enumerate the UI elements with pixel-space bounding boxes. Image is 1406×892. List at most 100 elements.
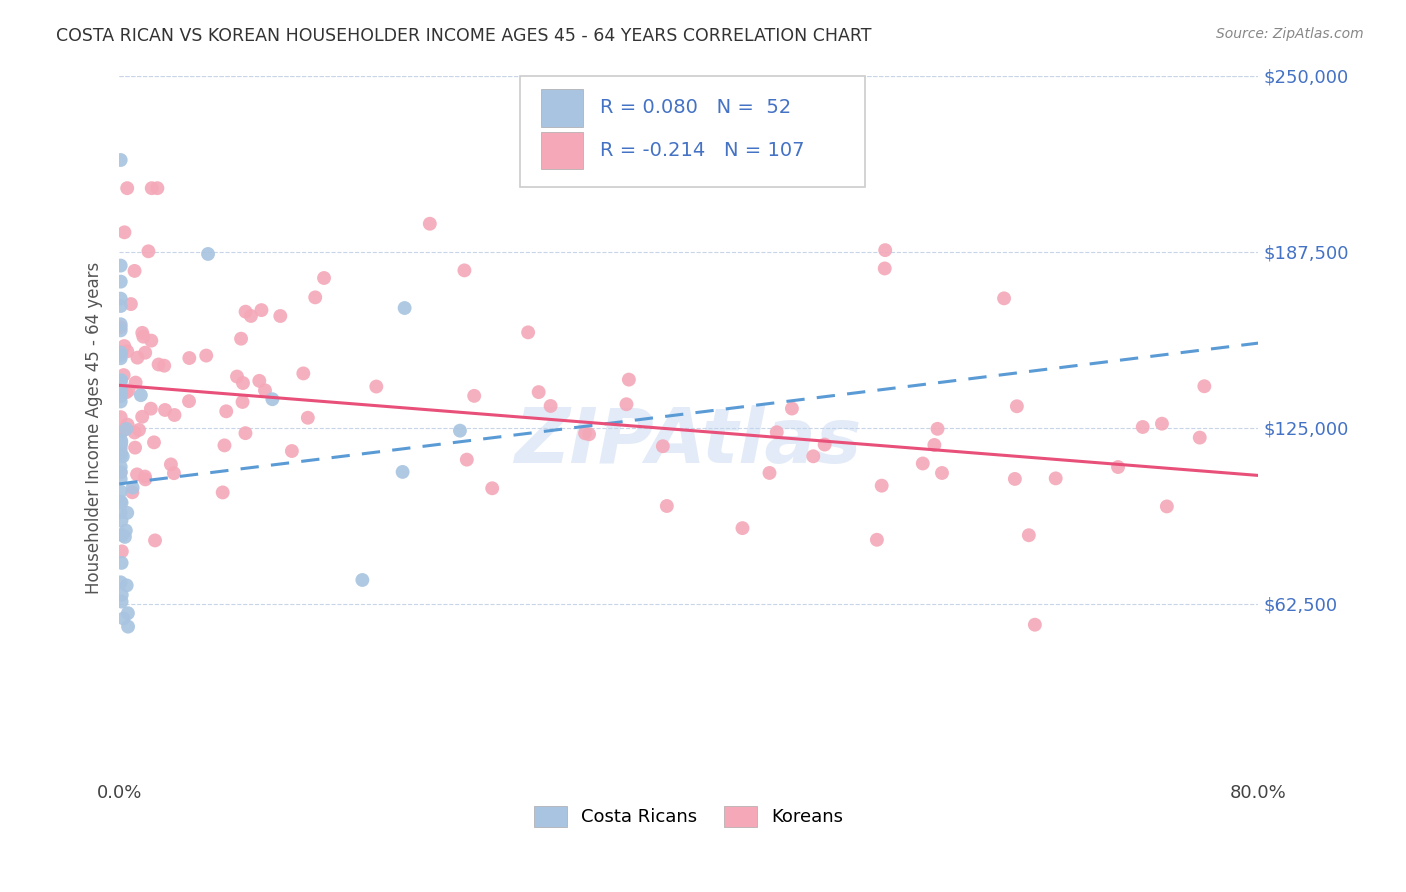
Point — [121, 485, 143, 500]
Point — [163, 408, 186, 422]
Point — [304, 290, 326, 304]
Point — [463, 389, 485, 403]
Point — [211, 485, 233, 500]
Point — [197, 247, 219, 261]
Point — [1150, 417, 1173, 431]
Point — [993, 291, 1015, 305]
Point — [870, 478, 893, 492]
Point — [153, 403, 176, 417]
Point — [134, 469, 156, 483]
Point — [578, 427, 600, 442]
Point — [1024, 617, 1046, 632]
Point — [112, 339, 135, 353]
Point — [111, 528, 134, 542]
Point — [292, 367, 315, 381]
Point — [143, 435, 166, 450]
Point — [731, 521, 754, 535]
Point — [112, 611, 135, 625]
Point — [1107, 460, 1129, 475]
Point — [235, 426, 257, 441]
Point — [131, 409, 153, 424]
Point — [110, 484, 132, 499]
Point — [163, 466, 186, 480]
Point — [110, 446, 132, 460]
Point — [143, 533, 166, 548]
Point — [1004, 472, 1026, 486]
Point — [574, 426, 596, 441]
Point — [110, 434, 132, 449]
Point — [312, 271, 335, 285]
Point — [765, 425, 787, 440]
Point — [780, 401, 803, 416]
Point — [131, 326, 153, 340]
Point — [146, 181, 169, 195]
Point — [758, 466, 780, 480]
Point — [115, 385, 138, 400]
Point — [110, 505, 132, 519]
Point — [177, 394, 200, 409]
Point — [1156, 500, 1178, 514]
Point — [801, 450, 824, 464]
Point — [110, 320, 132, 334]
Point — [239, 309, 262, 323]
Point — [160, 458, 183, 472]
Point — [651, 439, 673, 453]
Point — [214, 438, 236, 452]
Point — [127, 351, 149, 365]
Point — [120, 297, 142, 311]
Point — [115, 422, 138, 436]
Point — [121, 481, 143, 495]
Point — [456, 452, 478, 467]
Point — [110, 381, 132, 395]
Point — [517, 326, 540, 340]
Point — [814, 437, 837, 451]
Point — [115, 506, 138, 520]
Point — [110, 299, 132, 313]
Point — [110, 496, 132, 510]
Point — [110, 374, 132, 388]
Point — [114, 225, 136, 239]
Point — [453, 263, 475, 277]
Point — [419, 217, 441, 231]
Point — [129, 388, 152, 402]
Point — [117, 384, 139, 398]
Point — [153, 359, 176, 373]
Point — [111, 450, 134, 464]
Point — [110, 494, 132, 508]
Point — [110, 466, 132, 480]
Point — [148, 358, 170, 372]
Point — [911, 457, 934, 471]
Y-axis label: Householder Income Ages 45 - 64 years: Householder Income Ages 45 - 64 years — [86, 261, 103, 594]
Point — [394, 301, 416, 315]
Point — [617, 373, 640, 387]
Point — [481, 481, 503, 495]
Point — [110, 514, 132, 528]
Point — [110, 433, 132, 447]
Point — [110, 424, 132, 438]
Point — [117, 606, 139, 620]
Point — [111, 544, 134, 558]
Point — [540, 399, 562, 413]
Point — [110, 437, 132, 451]
Point — [235, 304, 257, 318]
Point — [110, 259, 132, 273]
Point — [128, 423, 150, 437]
Text: R = -0.214   N = 107: R = -0.214 N = 107 — [600, 141, 804, 161]
Point — [110, 575, 132, 590]
Point — [110, 275, 132, 289]
Point — [110, 594, 132, 608]
Point — [527, 385, 550, 400]
Point — [262, 392, 284, 407]
Point — [1018, 528, 1040, 542]
Legend: Costa Ricans, Koreans: Costa Ricans, Koreans — [527, 798, 851, 834]
Point — [232, 376, 254, 390]
Point — [115, 181, 138, 195]
Point — [117, 417, 139, 432]
Point — [124, 441, 146, 455]
Point — [110, 465, 132, 479]
Point — [250, 303, 273, 318]
Point — [927, 422, 949, 436]
Point — [269, 309, 291, 323]
Point — [179, 351, 201, 365]
Point — [124, 425, 146, 440]
